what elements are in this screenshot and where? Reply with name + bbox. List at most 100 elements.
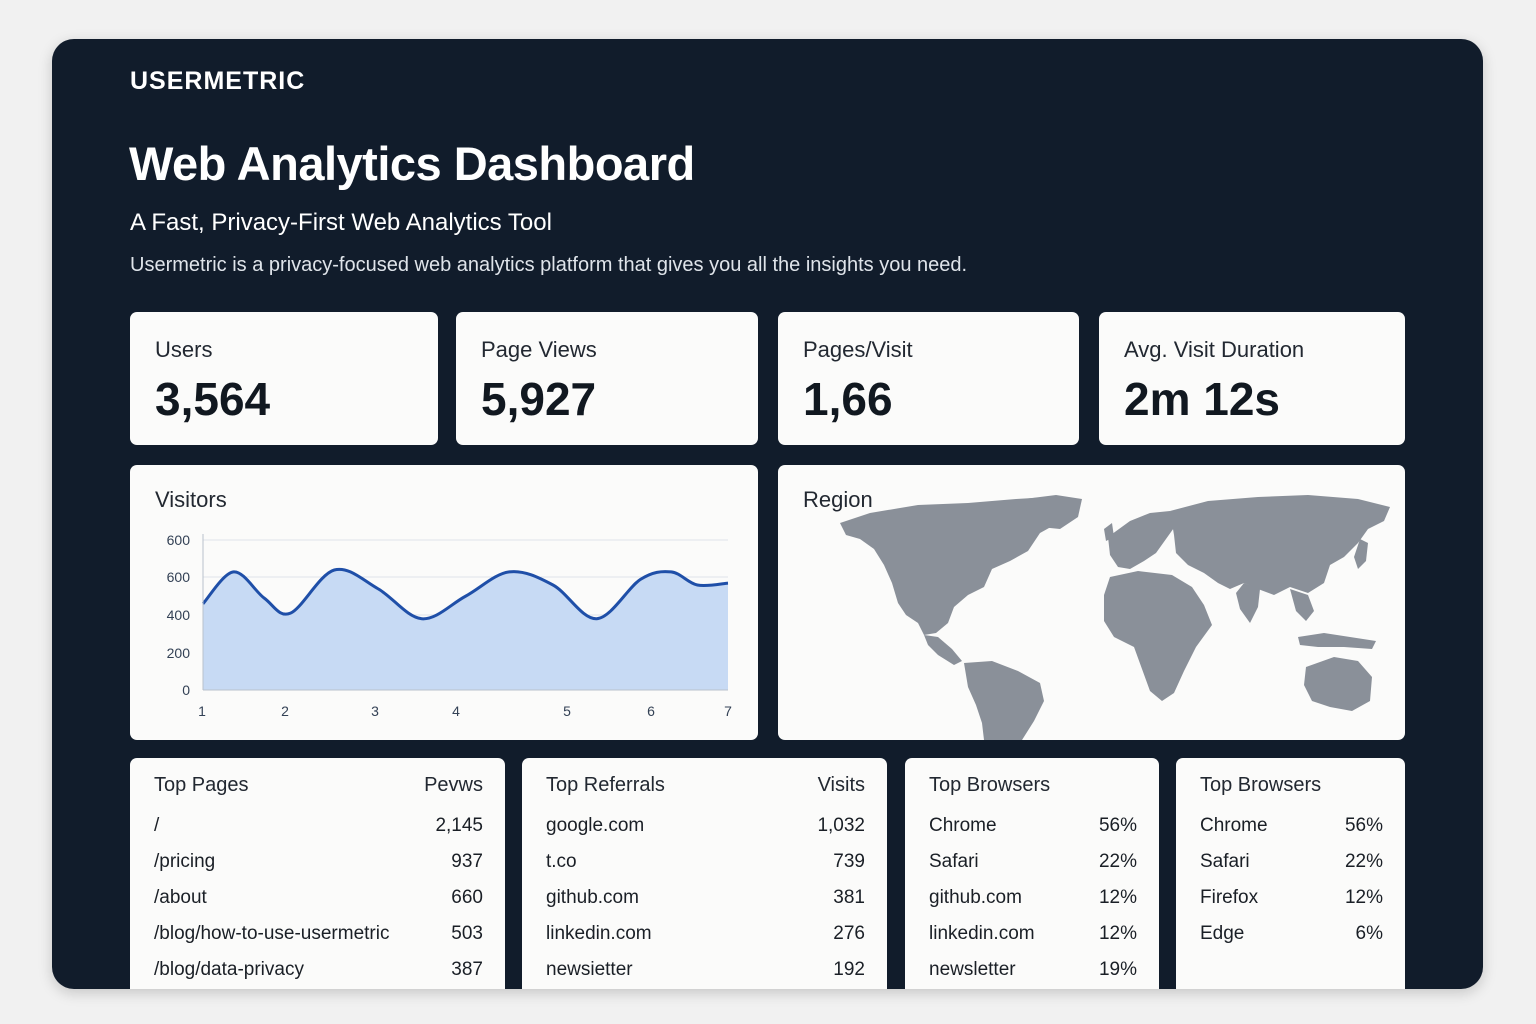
page-title: Web Analytics Dashboard: [129, 137, 695, 190]
page-path: /blog/how-to-use-usermetric: [154, 923, 390, 944]
list-item[interactable]: newsietter 192: [546, 959, 865, 989]
referrer-visits: 381: [833, 887, 865, 908]
visitors-title: Visitors: [155, 487, 227, 512]
visitors-line: [201, 567, 729, 621]
visitors-chart-card: Visitors 0 200 400 600 600 1 2 3 4 5 6 7: [130, 465, 758, 740]
browser-name: Chrome: [929, 815, 997, 836]
x-tick-label: 1: [198, 703, 206, 719]
africa-shape: [1104, 571, 1212, 701]
stat-card-avg-visit-duration[interactable]: Avg. Visit Duration 2m 12s: [1099, 312, 1405, 445]
uk-shape: [1104, 523, 1114, 541]
page-path: /pricing: [154, 851, 216, 872]
stat-label: Pages/Visit: [803, 337, 913, 362]
browser-share: 19%: [1098, 959, 1137, 980]
page-subtitle: A Fast, Privacy-First Web Analytics Tool: [130, 209, 552, 236]
stat-value: 5,927: [481, 373, 597, 425]
visitors-area: [203, 569, 728, 690]
list-item[interactable]: newsletter 19%: [929, 959, 1137, 989]
browser-share: 6%: [1355, 923, 1383, 944]
australia-shape: [1304, 657, 1372, 711]
region-map-card: Region: [778, 465, 1405, 740]
stat-value: 3,564: [155, 373, 271, 425]
y-tick-label: 600: [167, 532, 191, 548]
browser-share: 22%: [1344, 851, 1383, 872]
referrer-name: linkedin.com: [546, 923, 652, 944]
list-item[interactable]: t.co 739: [546, 851, 865, 887]
referrer-visits: 739: [833, 851, 865, 872]
top-referrals-card: Top Referrals Visits google.com 1,032 t.co…: [522, 758, 887, 989]
dashboard-window: USERMETRIC Web Analytics Dashboard A Fas…: [52, 39, 1483, 989]
stat-value: 1,66: [803, 373, 893, 425]
list-item[interactable]: github.com 381: [546, 887, 865, 923]
stat-card-page-views[interactable]: Page Views 5,927: [456, 312, 758, 445]
list-item[interactable]: /blog/how-to-use-usermetric 503: [154, 923, 483, 959]
greenland-shape: [1024, 495, 1082, 529]
list-title: Top Browsers: [1200, 774, 1322, 796]
browser-name: linkedin.com: [929, 923, 1035, 944]
x-tick-label: 4: [452, 703, 460, 719]
europe-shape: [1108, 511, 1176, 569]
central-america-shape: [924, 635, 962, 665]
browser-share: 56%: [1098, 815, 1137, 836]
page-views: 937: [451, 851, 483, 872]
x-tick-label: 3: [371, 703, 379, 719]
north-america-shape: [840, 497, 1068, 635]
page-path: /blog/data-privacy: [154, 959, 304, 980]
list-title: Top Referrals: [546, 774, 665, 796]
asia-shape: [1170, 495, 1390, 595]
page-path: /about: [154, 887, 207, 908]
brand-logo[interactable]: USERMETRIC: [130, 67, 306, 95]
top-pages-card: Top Pages Pevws / 2,145 /pricing 937 /about…: [130, 758, 505, 989]
visitors-chart: 0 200 400 600 600 1 2 3 4 5 6 7: [167, 532, 732, 719]
list-item[interactable]: Safari 22%: [929, 851, 1137, 887]
india-shape: [1236, 583, 1260, 623]
indonesia-shape: [1298, 633, 1376, 649]
stat-card-users[interactable]: Users 3,564: [130, 312, 438, 445]
page-views: 387: [451, 959, 483, 980]
list-item[interactable]: Firefox 12%: [1200, 887, 1383, 923]
browser-share: 12%: [1098, 923, 1137, 944]
browser-share: 12%: [1098, 887, 1137, 908]
referrer-name: newsietter: [546, 959, 633, 980]
list-item[interactable]: github.com 12%: [929, 887, 1137, 923]
japan-shape: [1354, 539, 1368, 569]
y-tick-label: 0: [182, 682, 190, 698]
browser-share: 12%: [1344, 887, 1383, 908]
list-item[interactable]: Chrome 56%: [929, 815, 1137, 851]
browser-name: Edge: [1200, 923, 1245, 944]
list-title: Top Browsers: [929, 774, 1051, 796]
browser-name: Firefox: [1200, 887, 1259, 908]
list-item[interactable]: /about 660: [154, 887, 483, 923]
list-item[interactable]: google.com 1,032: [546, 815, 865, 851]
referrer-visits: 1,032: [817, 815, 865, 836]
top-browsers-card: Top Browsers Chrome 56% Safari 22% github.…: [905, 758, 1159, 989]
y-tick-label: 200: [167, 645, 191, 661]
world-map[interactable]: [778, 465, 1405, 740]
list-item[interactable]: / 2,145: [154, 815, 483, 851]
page-views: 660: [451, 887, 483, 908]
x-tick-label: 7: [724, 703, 732, 719]
south-america-shape: [964, 661, 1044, 740]
list-item[interactable]: /pricing 937: [154, 851, 483, 887]
list-item[interactable]: Chrome 56%: [1200, 815, 1383, 851]
referrer-visits: 192: [833, 959, 865, 980]
stat-label: Users: [155, 337, 213, 362]
list-item[interactable]: /blog/data-privacy 387: [154, 959, 483, 989]
list-metric-header: Visits: [817, 774, 865, 796]
stat-value: 2m 12s: [1124, 373, 1281, 425]
referrer-name: github.com: [546, 887, 639, 908]
list-item[interactable]: linkedin.com 276: [546, 923, 865, 959]
stat-label: Avg. Visit Duration: [1124, 337, 1305, 362]
region-title: Region: [803, 487, 873, 512]
page-views: 503: [451, 923, 483, 944]
list-item[interactable]: Safari 22%: [1200, 851, 1383, 887]
browser-name: newsletter: [929, 959, 1016, 980]
southeast-asia-shape: [1290, 589, 1314, 621]
list-item[interactable]: Edge 6%: [1200, 923, 1383, 959]
browser-name: Chrome: [1200, 815, 1268, 836]
browser-name: github.com: [929, 887, 1022, 908]
stat-card-pages-per-visit[interactable]: Pages/Visit 1,66: [778, 312, 1079, 445]
browser-name: Safari: [1200, 851, 1250, 872]
x-tick-label: 2: [281, 703, 289, 719]
list-item[interactable]: linkedin.com 12%: [929, 923, 1137, 959]
